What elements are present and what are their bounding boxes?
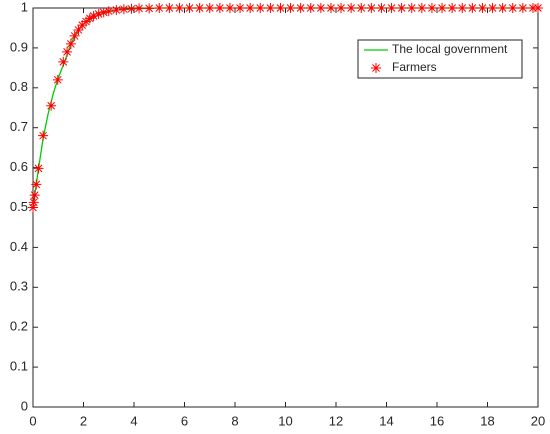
- marker: [426, 3, 437, 13]
- marker: [295, 3, 306, 13]
- marker: [497, 3, 508, 13]
- marker: [376, 3, 387, 13]
- line: [32, 7, 538, 208]
- marker: [315, 3, 326, 13]
- legend-label: Farmers: [392, 60, 437, 74]
- marker: [447, 3, 458, 13]
- legend-label: The local government: [392, 42, 508, 56]
- marker: [73, 24, 84, 35]
- marker: [29, 190, 40, 201]
- marker: [134, 3, 145, 14]
- marker: [194, 3, 205, 13]
- marker: [77, 20, 88, 31]
- marker: [356, 3, 367, 13]
- x-tick-label: 12: [329, 413, 343, 428]
- marker: [28, 197, 39, 208]
- marker: [235, 3, 246, 13]
- marker: [366, 3, 377, 13]
- x-tick-label: 20: [531, 413, 545, 428]
- marker: [437, 3, 448, 13]
- x-tick-label: 8: [231, 413, 238, 428]
- marker: [477, 3, 488, 13]
- marker: [467, 3, 478, 13]
- marker: [325, 3, 336, 13]
- y-tick-label: 0.1: [10, 359, 28, 374]
- y-tick-label: 0.2: [10, 319, 28, 334]
- x-tick-label: 10: [278, 413, 292, 428]
- marker: [527, 3, 538, 13]
- x-tick-label: 6: [181, 413, 188, 428]
- marker: [38, 130, 49, 141]
- marker: [118, 4, 129, 15]
- y-tick-label: 0.8: [10, 79, 28, 94]
- marker: [396, 3, 407, 13]
- marker: [65, 38, 76, 49]
- x-tick-label: 18: [480, 413, 494, 428]
- marker: [487, 3, 498, 13]
- marker: [245, 3, 256, 13]
- marker: [33, 163, 44, 174]
- marker: [416, 3, 427, 13]
- marker: [184, 3, 195, 13]
- x-tick-label: 16: [430, 413, 444, 428]
- marker: [255, 3, 266, 13]
- x-tick-label: 0: [29, 413, 36, 428]
- marker: [275, 3, 286, 13]
- legend-box: [357, 39, 523, 79]
- y-tick-label: 0.4: [10, 239, 28, 254]
- y-tick-label: 1: [21, 0, 28, 14]
- y-tick-label: 0.5: [10, 199, 28, 214]
- marker: [204, 3, 215, 13]
- x-tick-label: 14: [379, 413, 393, 428]
- x-tick-label: 4: [130, 413, 137, 428]
- marker: [28, 202, 38, 213]
- marker: [144, 3, 155, 14]
- marker: [154, 3, 165, 13]
- y-tick-label: 0.9: [10, 39, 28, 54]
- marker: [164, 3, 175, 13]
- marker: [305, 3, 316, 13]
- marker: [52, 74, 63, 85]
- y-tick-label: 0.6: [10, 159, 28, 174]
- marker: [265, 3, 276, 13]
- marker: [386, 3, 397, 13]
- marker: [517, 3, 528, 13]
- y-tick-label: 0: [21, 398, 28, 413]
- marker: [224, 3, 235, 13]
- marker: [406, 3, 417, 13]
- marker: [214, 3, 225, 13]
- x-tick-label: 2: [80, 413, 87, 428]
- marker: [58, 56, 69, 67]
- marker: [126, 3, 137, 14]
- marker: [533, 3, 543, 13]
- marker: [93, 8, 104, 19]
- legend-swatch: [371, 63, 381, 73]
- y-tick-label: 0.3: [10, 279, 28, 294]
- marker: [174, 3, 185, 13]
- marker: [285, 3, 296, 13]
- marker: [69, 30, 80, 41]
- marker: [103, 6, 114, 17]
- marker: [457, 3, 468, 13]
- marker: [88, 10, 99, 21]
- marker: [62, 46, 73, 57]
- y-tick-label: 0.7: [10, 119, 28, 134]
- marker: [346, 3, 357, 13]
- marker: [46, 100, 57, 111]
- marker: [507, 3, 518, 13]
- marker: [111, 4, 122, 15]
- marker: [98, 7, 109, 18]
- marker: [336, 3, 347, 13]
- marker: [31, 179, 42, 190]
- marker: [84, 13, 95, 24]
